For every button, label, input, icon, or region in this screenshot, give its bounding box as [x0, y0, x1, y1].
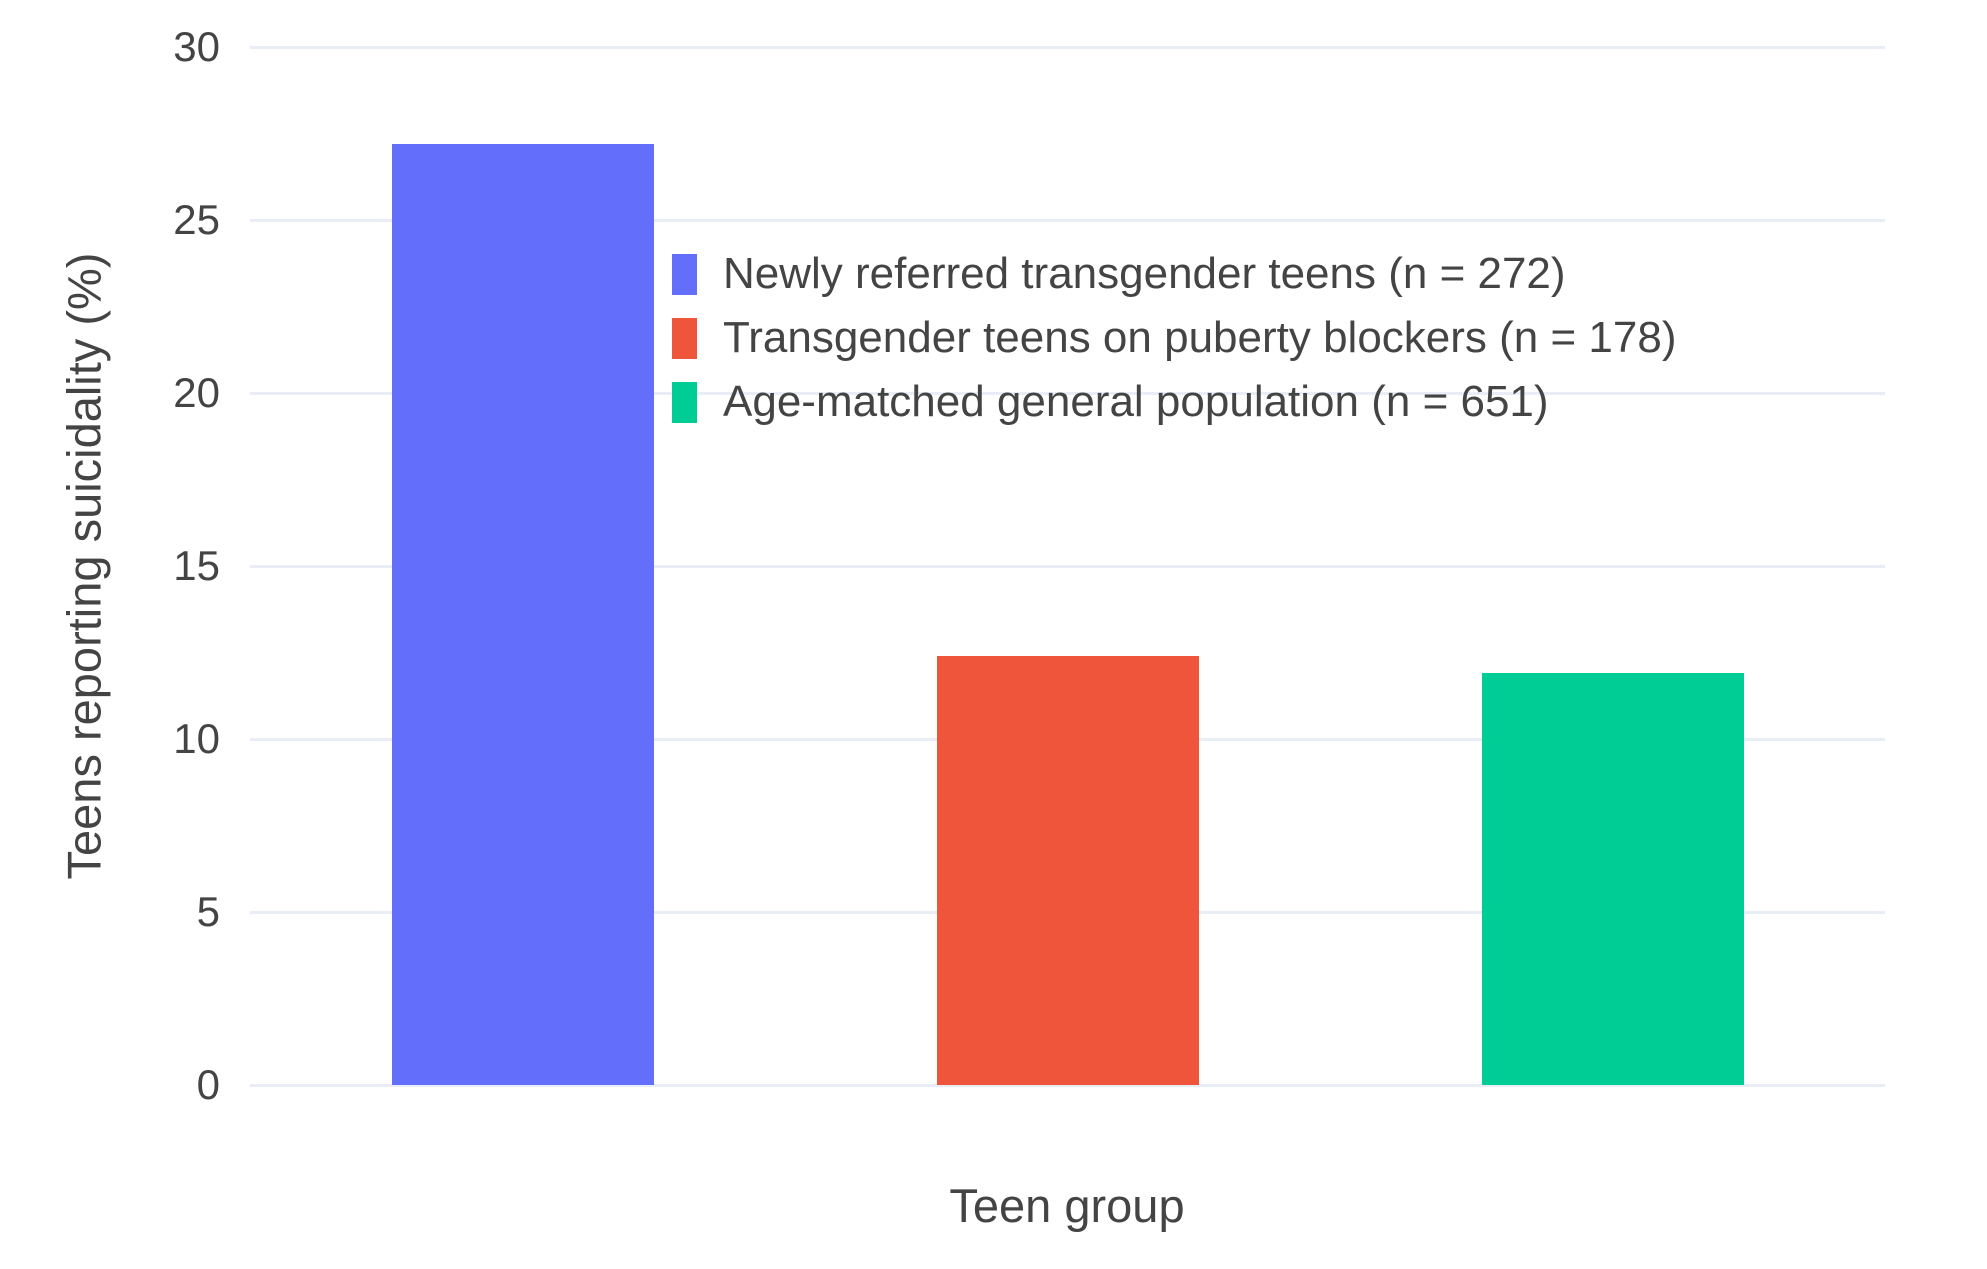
y-tick-label-15: 15: [173, 542, 220, 589]
bar-1[interactable]: [936, 655, 1199, 1085]
y-tick-label-30: 30: [173, 23, 220, 70]
legend-item-newly-referred[interactable]: Newly referred transgender teens (n = 27…: [672, 242, 1676, 306]
legend-label: Transgender teens on puberty blockers (n…: [723, 313, 1677, 362]
legend: Newly referred transgender teens (n = 27…: [672, 242, 1676, 434]
bar-0[interactable]: [391, 143, 654, 1085]
gridline-y-0: [250, 1084, 1885, 1087]
y-tick-label-25: 25: [173, 196, 220, 243]
y-tick-label-0: 0: [196, 1061, 220, 1108]
gridline-y-30: [250, 46, 1885, 49]
y-tick-label-20: 20: [173, 369, 220, 416]
x-axis-title: Teen group: [949, 1179, 1185, 1232]
legend-swatch: [672, 381, 697, 423]
gridline-y-25: [250, 219, 1885, 222]
legend-swatch: [672, 253, 697, 295]
plot-area: 0 5 10 15 20 25 30: [173, 26, 1885, 1106]
legend-label: Age-matched general population (n = 651): [723, 377, 1549, 426]
y-tick-label-5: 5: [196, 888, 220, 935]
legend-item-puberty-blockers[interactable]: Transgender teens on puberty blockers (n…: [672, 306, 1676, 370]
legend-item-general-population[interactable]: Age-matched general population (n = 651): [672, 370, 1676, 434]
y-tick-label-10: 10: [173, 715, 220, 762]
gridline-y-15: [250, 565, 1885, 568]
bar-2[interactable]: [1481, 673, 1744, 1085]
legend-label: Newly referred transgender teens (n = 27…: [723, 249, 1566, 298]
gridline-y-20: [250, 392, 1885, 395]
legend-swatch: [672, 317, 697, 359]
